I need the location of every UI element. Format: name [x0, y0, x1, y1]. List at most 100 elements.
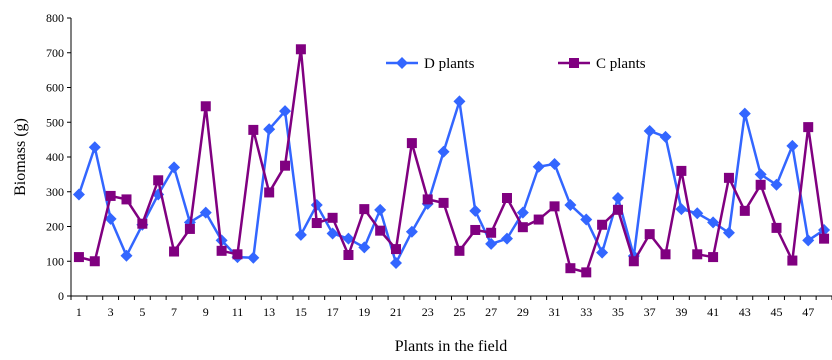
x-axis: 1 3 5 7 9 11 13 15 17 19 21 23 25 27 29 31 33 35 37 39 41 43 4…	[70, 295, 832, 319]
data-point-c-plants	[264, 187, 275, 198]
data-point-c-plants	[501, 193, 512, 204]
data-point-c-plants	[597, 219, 608, 230]
x-tick-label: 15	[295, 305, 307, 319]
data-point-c-plants	[723, 172, 734, 183]
data-point-c-plants	[105, 190, 116, 201]
data-point-c-plants	[422, 194, 433, 205]
data-point-c-plants	[295, 44, 306, 55]
y-tick-label: 800	[46, 11, 64, 25]
data-point-c-plants	[343, 249, 354, 260]
x-tick-label: 11	[232, 305, 244, 319]
data-point-d-plants	[342, 232, 355, 245]
x-tick-label: 3	[108, 305, 114, 319]
data-point-d-plants	[770, 178, 783, 191]
data-point-c-plants	[533, 214, 544, 225]
data-point-c-plants	[819, 233, 830, 244]
data-point-c-plants	[803, 122, 814, 133]
data-point-d-plants	[485, 237, 498, 250]
data-point-d-plants	[707, 216, 720, 229]
data-point-d-plants	[263, 123, 276, 136]
data-point-c-plants	[470, 224, 481, 235]
data-point-d-plants	[500, 232, 513, 245]
data-point-d-plants	[786, 139, 799, 152]
data-point-d-plants	[659, 130, 672, 143]
x-axis-label: Plants in the field	[395, 338, 507, 355]
x-tick-label: 13	[263, 305, 275, 319]
data-point-d-plants	[453, 95, 466, 108]
x-tick-label: 37	[644, 305, 656, 319]
data-point-c-plants	[771, 222, 782, 233]
data-point-d-plants	[611, 192, 624, 205]
data-point-d-plants	[691, 207, 704, 220]
x-tick-label: 45	[771, 305, 783, 319]
series-line-c-plants	[78, 48, 826, 274]
data-point-c-plants	[708, 252, 719, 263]
legend-label: D plants	[424, 56, 475, 72]
data-point-d-plants	[168, 161, 181, 174]
data-point-d-plants	[279, 105, 292, 118]
legend: D plants C plants	[386, 56, 646, 72]
data-point-d-plants	[516, 206, 529, 219]
data-point-c-plants	[232, 249, 243, 260]
x-tick-label: 43	[739, 305, 751, 319]
x-tick-label: 35	[612, 305, 624, 319]
data-point-d-plants	[722, 226, 735, 239]
x-tick-label: 39	[675, 305, 687, 319]
data-point-c-plants	[73, 252, 84, 263]
data-point-d-plants	[72, 188, 85, 201]
data-point-d-plants	[532, 160, 545, 173]
data-point-c-plants	[676, 165, 687, 176]
series-c-plants	[73, 44, 830, 278]
x-tick-label: 31	[549, 305, 561, 319]
x-tick-label: 29	[517, 305, 529, 319]
data-point-c-plants	[549, 201, 560, 212]
x-tick-label: 5	[139, 305, 145, 319]
data-point-d-plants	[104, 212, 117, 225]
data-point-c-plants	[280, 160, 291, 171]
data-point-d-plants	[548, 157, 561, 170]
data-point-d-plants	[358, 241, 371, 254]
y-tick-label: 700	[46, 46, 64, 60]
data-point-c-plants	[692, 249, 703, 260]
data-point-c-plants	[517, 222, 528, 233]
data-point-d-plants	[802, 234, 815, 247]
data-point-c-plants	[169, 246, 180, 257]
data-point-d-plants	[326, 227, 339, 240]
x-tick-label: 19	[358, 305, 370, 319]
data-point-c-plants	[327, 212, 338, 223]
data-point-c-plants	[184, 223, 195, 234]
data-point-d-plants	[564, 198, 577, 211]
data-point-c-plants	[137, 218, 148, 229]
data-point-d-plants	[596, 246, 609, 259]
data-point-d-plants	[247, 251, 260, 264]
data-point-d-plants	[88, 141, 101, 154]
data-point-c-plants	[121, 194, 132, 205]
data-point-c-plants	[311, 218, 322, 229]
data-point-c-plants	[89, 256, 100, 267]
data-point-c-plants	[755, 179, 766, 190]
data-point-c-plants	[565, 263, 576, 274]
data-point-c-plants	[486, 227, 497, 238]
y-tick-label: 600	[46, 81, 64, 95]
x-tick-label: 1	[76, 305, 82, 319]
data-point-c-plants	[406, 138, 417, 149]
data-point-c-plants	[200, 101, 211, 112]
x-tick-label: 21	[390, 305, 402, 319]
data-point-c-plants	[581, 267, 592, 278]
legend-marker	[569, 58, 579, 68]
legend-entry-d-plants: D plants	[386, 56, 475, 72]
y-tick-label: 0	[58, 289, 64, 303]
series-layer	[72, 44, 831, 278]
data-point-d-plants	[643, 124, 656, 137]
legend-entry-c-plants: C plants	[558, 56, 646, 72]
data-point-d-plants	[199, 206, 212, 219]
data-point-d-plants	[437, 145, 450, 158]
data-point-c-plants	[628, 256, 639, 267]
y-tick-label: 400	[46, 150, 64, 164]
data-point-c-plants	[359, 204, 370, 215]
data-point-c-plants	[438, 197, 449, 208]
x-tick-label: 23	[422, 305, 434, 319]
x-tick-label: 33	[580, 305, 592, 319]
data-point-d-plants	[580, 213, 593, 226]
x-tick-label: 9	[203, 305, 209, 319]
